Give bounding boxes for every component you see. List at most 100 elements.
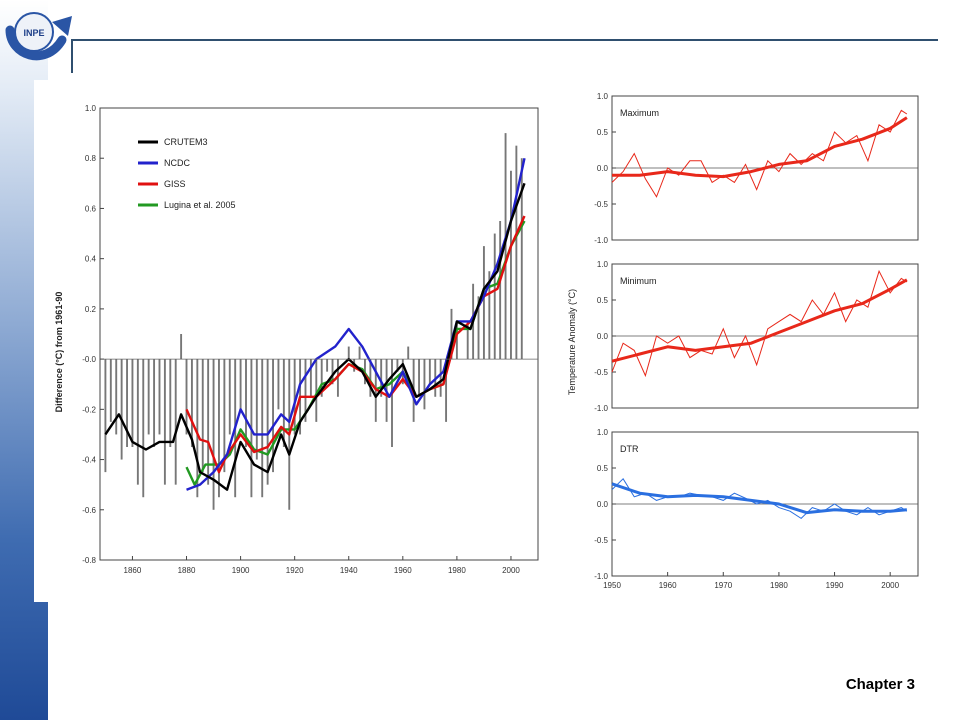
series-line bbox=[186, 157, 526, 491]
annual-bar bbox=[450, 308, 453, 360]
legend-label: CRUTEM3 bbox=[164, 137, 208, 147]
legend-label: NCDC bbox=[164, 158, 190, 168]
smoothed-line bbox=[612, 116, 908, 179]
annual-bar bbox=[466, 321, 469, 360]
y-tick-label: -0.0 bbox=[82, 355, 96, 364]
annual-bar bbox=[223, 359, 226, 473]
panel-minimum: -1.0 -0.5 0.0 0.5 1.0 Minimum bbox=[594, 260, 919, 413]
annual-bar bbox=[272, 359, 274, 473]
annual-line bbox=[611, 109, 908, 198]
x-tick-label: 1900 bbox=[232, 566, 250, 575]
y-tick-label: 1.0 bbox=[85, 104, 97, 113]
logo-swoosh-icon bbox=[5, 12, 72, 61]
y-tick-label: -0.8 bbox=[82, 556, 96, 565]
y-tick-label: 0.0 bbox=[597, 332, 609, 341]
chapter-label: Chapter 3 bbox=[845, 676, 915, 693]
annual-bar bbox=[180, 334, 183, 360]
annual-bar bbox=[396, 359, 399, 372]
x-tick-label: 1980 bbox=[448, 566, 466, 575]
annual-bar bbox=[510, 170, 512, 360]
y-tick-label: 0.5 bbox=[597, 464, 609, 473]
annual-bar bbox=[428, 359, 431, 385]
annual-bar bbox=[255, 359, 258, 460]
y-tick-label: 0.0 bbox=[597, 164, 609, 173]
y-tick-label: -0.6 bbox=[82, 506, 96, 515]
annual-bar bbox=[104, 359, 107, 473]
y-tick-label: -0.4 bbox=[82, 456, 96, 465]
x-tick-label: 1880 bbox=[178, 566, 196, 575]
axes: -0.8 -0.6 -0.4 -0.2 -0.0 0.2 0.4 0.6 0.8 1.0 1860 1… bbox=[82, 104, 539, 575]
y-tick-label: 0.2 bbox=[85, 305, 97, 314]
annual-bar bbox=[185, 359, 188, 435]
header-rule bbox=[72, 39, 938, 41]
legend-label: GISS bbox=[164, 179, 186, 189]
regional-panels: -1.0 -0.5 0.0 0.5 1.0 Maximum -1.0 -0.5 0.0 0.5 1.… bbox=[562, 84, 928, 602]
x-tick-label: 1950 bbox=[603, 581, 621, 590]
panel-title: DTR bbox=[620, 444, 639, 454]
annual-bar bbox=[445, 359, 448, 422]
annual-bar bbox=[266, 359, 269, 485]
annual-bar bbox=[201, 359, 204, 473]
annual-bar bbox=[309, 359, 312, 397]
annual-bar bbox=[163, 359, 166, 485]
annual-bar bbox=[120, 359, 123, 460]
annual-bar bbox=[158, 359, 161, 435]
annual-bar bbox=[391, 359, 393, 447]
annual-bar bbox=[380, 359, 383, 397]
annual-bar bbox=[423, 359, 426, 410]
panel-y-axis-label: Temperature Anomaly (°C) bbox=[567, 289, 577, 395]
y-tick-label: 0.4 bbox=[85, 255, 97, 264]
annual-bar bbox=[515, 145, 518, 360]
annual-bar bbox=[115, 359, 118, 435]
inpe-logo: INPE bbox=[5, 12, 72, 61]
y-tick-label: -1.0 bbox=[594, 236, 608, 245]
annual-bar bbox=[261, 359, 264, 498]
annual-bar bbox=[293, 359, 296, 435]
annual-bar bbox=[174, 359, 177, 485]
annual-bar bbox=[282, 359, 285, 447]
annual-bar bbox=[320, 359, 323, 397]
annual-bar bbox=[245, 359, 247, 447]
annual-bar bbox=[228, 359, 231, 435]
panel-title: Maximum bbox=[620, 108, 659, 118]
y-tick-label: -1.0 bbox=[594, 404, 608, 413]
smoothed-line bbox=[611, 482, 908, 515]
annual-bar bbox=[109, 359, 112, 422]
annual-bar bbox=[331, 359, 334, 385]
annual-bar bbox=[126, 359, 128, 447]
y-tick-label: -1.0 bbox=[594, 572, 608, 581]
y-tick-label: 1.0 bbox=[597, 428, 609, 437]
annual-bar bbox=[504, 133, 507, 360]
y-tick-label: -0.2 bbox=[82, 405, 96, 414]
y-tick-label: -0.5 bbox=[594, 536, 608, 545]
y-tick-label: 0.6 bbox=[85, 204, 97, 213]
plot-frame bbox=[99, 107, 539, 561]
annual-bar bbox=[239, 359, 242, 410]
annual-bar bbox=[207, 359, 210, 485]
y-tick-label: 0.8 bbox=[85, 154, 97, 163]
panel-maximum: -1.0 -0.5 0.0 0.5 1.0 Maximum bbox=[594, 92, 919, 245]
annual-bar bbox=[493, 233, 496, 360]
annual-bar bbox=[218, 359, 220, 498]
y-tick-label: 0.5 bbox=[597, 296, 609, 305]
y-tick-label: 0.5 bbox=[597, 128, 609, 137]
annual-bar bbox=[488, 271, 491, 360]
annual-bar bbox=[147, 359, 150, 435]
x-tick-label: 1960 bbox=[394, 566, 412, 575]
annual-bar bbox=[196, 359, 199, 498]
y-tick-label: 1.0 bbox=[597, 92, 609, 101]
annual-bar bbox=[439, 359, 442, 397]
y-axis-label: Difference (°C) from 1961-90 bbox=[54, 292, 64, 413]
annual-bar bbox=[455, 321, 458, 360]
smoothed-line bbox=[611, 278, 908, 363]
logo-text: INPE bbox=[23, 28, 44, 38]
annual-bar bbox=[131, 359, 134, 447]
x-tick-label: 1860 bbox=[124, 566, 142, 575]
annual-bar bbox=[369, 359, 372, 397]
x-tick-label: 2000 bbox=[502, 566, 520, 575]
panel-dtr: -1.0 -0.5 0.0 0.5 1.0 DTR 1950 1960 1970 1980 1990… bbox=[594, 428, 919, 590]
annual-bar bbox=[418, 359, 420, 397]
legend: CRUTEM3 NCDC GISS Lugina et al. 2005 bbox=[138, 137, 236, 210]
x-tick-label: 2000 bbox=[881, 581, 899, 590]
global-temperature-chart: -0.8 -0.6 -0.4 -0.2 -0.0 0.2 0.4 0.6 0.8 1.0 1860 1… bbox=[34, 80, 544, 602]
